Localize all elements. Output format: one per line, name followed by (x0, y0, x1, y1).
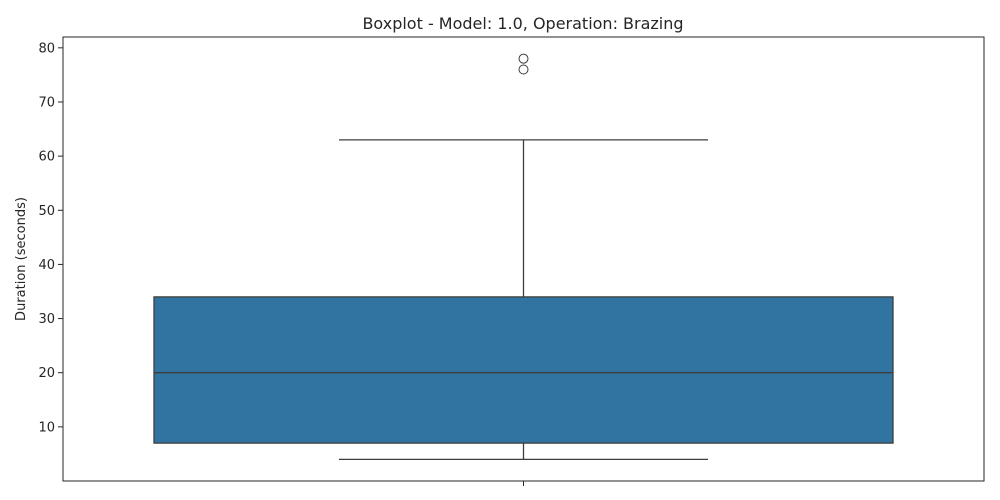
y-tick-label: 10 (38, 420, 55, 435)
y-tick-label: 30 (38, 312, 55, 327)
y-axis-title: Duration (seconds) (14, 197, 29, 321)
y-tick-label: 20 (38, 366, 55, 381)
plot-area: 10 20 30 40 50 60 70 80 (38, 36, 985, 486)
chart-title: Boxplot - Model: 1.0, Operation: Brazing (362, 14, 683, 33)
y-tick-label: 70 (38, 95, 55, 110)
iqr-box (153, 296, 894, 444)
outlier-point (518, 64, 529, 75)
y-tick-label: 40 (38, 258, 55, 273)
y-tick-label: 60 (38, 150, 55, 165)
y-tick-label: 80 (38, 41, 55, 56)
outlier-point (518, 53, 529, 64)
y-tick-label: 50 (38, 204, 55, 219)
